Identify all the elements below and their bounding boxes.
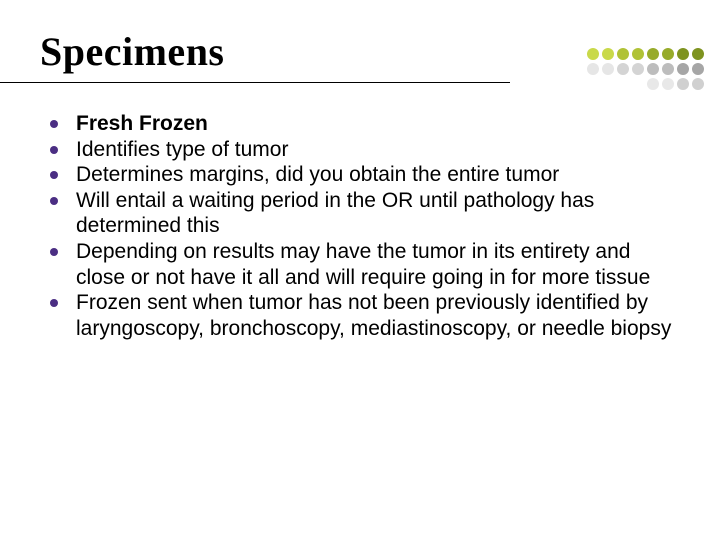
slide-title: Specimens bbox=[40, 28, 680, 75]
decorative-dot bbox=[662, 63, 674, 75]
decorative-dot bbox=[632, 63, 644, 75]
title-underline bbox=[0, 82, 510, 83]
decorative-dot bbox=[662, 78, 674, 90]
decorative-dot bbox=[692, 48, 704, 60]
list-item-text: Will entail a waiting period in the OR u… bbox=[76, 188, 680, 239]
list-item-text: Depending on results may have the tumor … bbox=[76, 239, 680, 290]
decorative-dot bbox=[587, 78, 599, 90]
title-region: Specimens bbox=[40, 28, 680, 83]
decorative-dot bbox=[662, 48, 674, 60]
bullet-list: Fresh FrozenIdentifies type of tumorDete… bbox=[40, 111, 680, 341]
decorative-dot bbox=[647, 78, 659, 90]
bullet-icon bbox=[50, 299, 58, 307]
decorative-dot bbox=[677, 78, 689, 90]
list-item: Will entail a waiting period in the OR u… bbox=[50, 188, 680, 239]
list-item: Determines margins, did you obtain the e… bbox=[50, 162, 680, 188]
decorative-dot bbox=[632, 78, 644, 90]
bullet-icon bbox=[50, 146, 58, 154]
bullet-icon bbox=[50, 197, 58, 205]
decorative-dot bbox=[602, 48, 614, 60]
list-item: Fresh Frozen bbox=[50, 111, 680, 137]
list-item: Frozen sent when tumor has not been prev… bbox=[50, 290, 680, 341]
decorative-dot bbox=[617, 78, 629, 90]
list-item-text: Determines margins, did you obtain the e… bbox=[76, 162, 559, 188]
decorative-dot bbox=[602, 78, 614, 90]
slide: Specimens Fresh FrozenIdentifies type of… bbox=[0, 0, 720, 540]
list-item-text: Fresh Frozen bbox=[76, 111, 208, 137]
decorative-dot bbox=[692, 78, 704, 90]
decorative-dot bbox=[617, 48, 629, 60]
list-item-text: Identifies type of tumor bbox=[76, 137, 288, 163]
decorative-dot bbox=[677, 63, 689, 75]
decorative-dot bbox=[602, 63, 614, 75]
decorative-dot bbox=[617, 63, 629, 75]
decorative-dot bbox=[587, 48, 599, 60]
list-item: Identifies type of tumor bbox=[50, 137, 680, 163]
decorative-dot bbox=[647, 48, 659, 60]
bullet-icon bbox=[50, 248, 58, 256]
decorative-dot bbox=[587, 63, 599, 75]
list-item: Depending on results may have the tumor … bbox=[50, 239, 680, 290]
list-item-text: Frozen sent when tumor has not been prev… bbox=[76, 290, 680, 341]
decorative-dot bbox=[677, 48, 689, 60]
decorative-dot bbox=[647, 63, 659, 75]
bullet-icon bbox=[50, 171, 58, 179]
decorative-dot bbox=[692, 63, 704, 75]
decorative-dot bbox=[632, 48, 644, 60]
decorative-dot-grid bbox=[587, 48, 704, 90]
bullet-icon bbox=[50, 120, 58, 128]
